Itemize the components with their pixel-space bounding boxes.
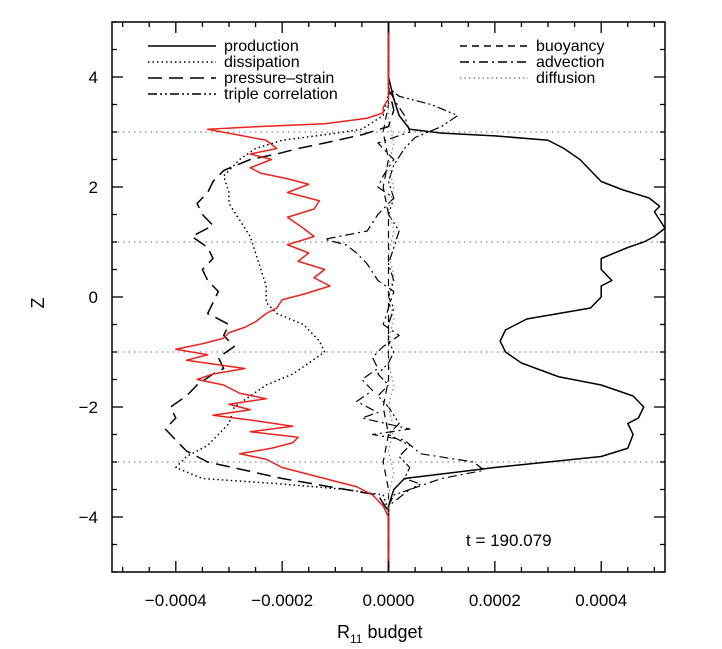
x-tick-label: 0.0002 <box>469 591 521 610</box>
series-triple-correlation <box>377 22 459 572</box>
y-tick-label: 2 <box>89 178 98 197</box>
x-tick-label: 0.0000 <box>363 591 415 610</box>
y-axis-title: Z <box>28 298 48 309</box>
x-axis-title-suffix: budget <box>362 622 422 642</box>
legend-label: dissipation <box>224 54 300 71</box>
x-tick-label: 0.0004 <box>575 591 627 610</box>
x-axis-title-main: R <box>337 622 350 642</box>
series-production <box>387 22 665 572</box>
time-annotation: t = 190.079 <box>466 531 552 550</box>
series-dissipation <box>175 22 390 572</box>
series-diffusion <box>387 22 395 572</box>
x-axis-title-subscript: 11 <box>350 632 363 646</box>
y-tick-label: 0 <box>89 288 98 307</box>
y-tick-label: −4 <box>79 508 98 527</box>
y-tick-label: 4 <box>89 68 98 87</box>
axis-ticks: −0.0004 −0.0002 0.0000 0.0002 0.0004 −4 −2 0 2 4 <box>79 21 665 610</box>
series-advection <box>324 22 485 572</box>
series-layer <box>164 22 665 572</box>
y-tick-label: −2 <box>79 398 98 417</box>
legend-label: triple correlation <box>224 86 338 103</box>
legend-label: buoyancy <box>536 38 605 55</box>
x-tick-label: −0.0004 <box>145 591 207 610</box>
series-unlabeled-red <box>175 22 390 572</box>
series-pressure-strain <box>164 22 395 572</box>
legend-label: production <box>224 38 299 55</box>
legend-label: diffusion <box>536 70 595 87</box>
x-tick-label: −0.0002 <box>251 591 313 610</box>
legend: productiondissipationpressure–straintrip… <box>148 38 605 103</box>
legend-label: advection <box>536 54 605 71</box>
legend-label: pressure–strain <box>224 70 334 87</box>
x-axis-title: R11 budget <box>337 622 423 646</box>
